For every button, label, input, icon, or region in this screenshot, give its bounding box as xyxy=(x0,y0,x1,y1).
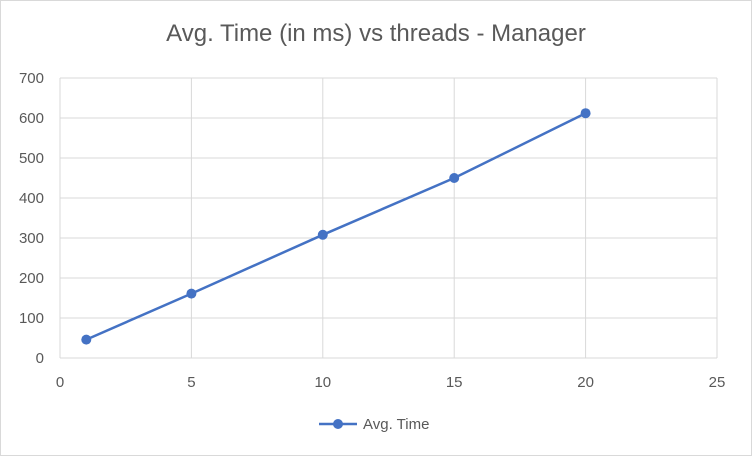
x-tick-label: 25 xyxy=(709,374,726,391)
data-point xyxy=(81,334,92,345)
y-tick-label: 200 xyxy=(19,270,44,287)
y-tick-label: 300 xyxy=(19,230,44,247)
data-point xyxy=(186,288,197,299)
data-point xyxy=(317,229,328,240)
x-tick-label: 15 xyxy=(446,374,463,391)
legend-marker xyxy=(333,419,343,429)
y-tick-label: 100 xyxy=(19,310,44,327)
data-point xyxy=(449,173,460,183)
x-tick-label: 0 xyxy=(56,374,64,391)
x-tick-label: 10 xyxy=(314,374,331,391)
y-tick-label: 700 xyxy=(19,70,44,87)
chart-title: Avg. Time (in ms) vs threads - Manager xyxy=(166,20,586,47)
x-tick-label: 5 xyxy=(187,374,195,391)
data-point xyxy=(580,108,591,119)
legend-label: Avg. Time xyxy=(363,416,429,433)
x-tick-label: 20 xyxy=(577,374,594,391)
y-tick-label: 600 xyxy=(19,110,44,127)
y-tick-label: 0 xyxy=(36,350,44,367)
y-tick-label: 400 xyxy=(19,190,44,207)
y-tick-label: 500 xyxy=(19,150,44,167)
series-line xyxy=(85,112,587,341)
